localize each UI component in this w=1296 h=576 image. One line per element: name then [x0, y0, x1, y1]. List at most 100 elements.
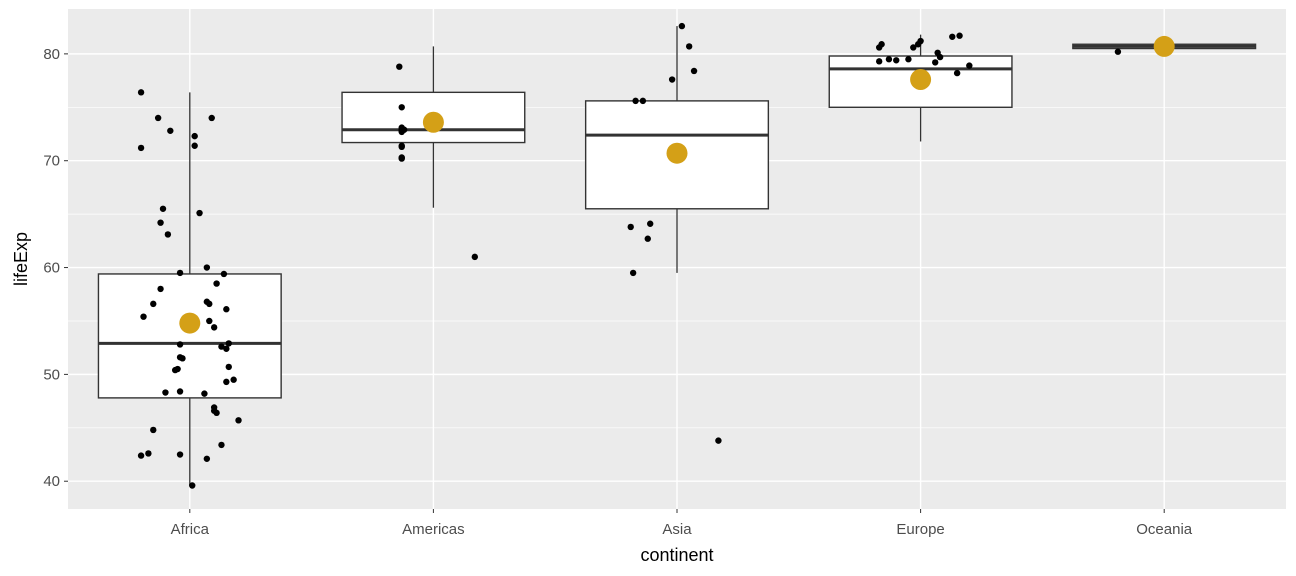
data-point — [154, 114, 162, 122]
data-point — [910, 44, 917, 51]
data-point — [220, 270, 228, 278]
y-axis: 40 50 60 70 80 — [43, 46, 68, 490]
x-tick-label: Asia — [662, 521, 692, 538]
data-point — [140, 313, 147, 320]
data-point — [171, 366, 179, 374]
data-point — [225, 363, 232, 371]
data-point — [176, 269, 184, 277]
data-point — [936, 53, 944, 61]
y-tick-label: 80 — [43, 46, 60, 63]
data-point — [668, 76, 676, 83]
data-point — [627, 223, 634, 231]
data-point — [398, 154, 405, 161]
data-point — [176, 341, 184, 348]
data-point — [639, 97, 647, 105]
data-point — [398, 104, 405, 111]
data-point — [203, 455, 211, 462]
x-tick-label: Americas — [402, 521, 465, 538]
data-point — [218, 343, 225, 350]
mean-point — [179, 312, 201, 334]
data-point — [159, 205, 167, 212]
data-point — [917, 37, 924, 45]
data-point — [690, 67, 698, 75]
data-point — [953, 69, 961, 77]
y-tick-label: 40 — [43, 473, 60, 490]
data-point — [647, 220, 654, 227]
data-point — [878, 41, 885, 48]
data-point — [230, 376, 237, 383]
data-point — [223, 378, 230, 386]
data-point — [398, 126, 405, 133]
boxes-layer — [97, 26, 1257, 486]
y-tick-label: 70 — [43, 153, 60, 170]
data-point — [1114, 48, 1122, 55]
data-point — [196, 209, 203, 217]
x-tick-label: Africa — [171, 521, 210, 538]
x-tick-label: Oceania — [1136, 521, 1193, 538]
x-axis-title: continent — [640, 545, 713, 565]
data-point — [875, 58, 883, 65]
data-point — [398, 143, 405, 151]
data-point — [157, 219, 164, 226]
data-point — [213, 280, 220, 287]
data-point — [208, 114, 215, 122]
mean-point — [666, 142, 688, 164]
data-point — [157, 285, 164, 293]
data-point — [644, 235, 651, 242]
data-point — [218, 441, 225, 449]
data-point — [206, 300, 213, 308]
data-point — [235, 417, 242, 424]
mean-point — [1153, 35, 1175, 57]
data-point — [137, 89, 145, 96]
data-point — [137, 144, 145, 152]
data-point — [150, 426, 157, 434]
data-point — [678, 22, 686, 30]
data-point — [191, 132, 198, 140]
data-point — [150, 300, 157, 308]
data-point — [167, 127, 174, 134]
points-layer — [137, 22, 1122, 489]
data-point — [949, 33, 956, 40]
data-point — [206, 317, 213, 325]
data-point — [145, 450, 152, 457]
outlier-point — [471, 253, 479, 261]
data-point — [905, 56, 912, 63]
data-point — [225, 340, 232, 347]
mean-point — [910, 69, 932, 91]
data-point — [396, 63, 403, 70]
data-point — [164, 231, 172, 238]
means-layer — [179, 35, 1175, 334]
data-point — [201, 390, 208, 397]
y-tick-label: 60 — [43, 260, 60, 277]
data-point — [223, 306, 230, 313]
data-point — [191, 142, 198, 149]
y-tick-label: 50 — [43, 366, 60, 383]
outlier-point — [715, 437, 722, 444]
data-point — [162, 389, 169, 396]
data-point — [203, 264, 211, 271]
data-point — [685, 43, 693, 50]
data-point — [210, 324, 218, 331]
data-point — [176, 388, 184, 395]
data-point — [956, 32, 963, 39]
data-point — [179, 355, 186, 362]
data-point — [176, 451, 184, 458]
data-point — [966, 62, 973, 69]
data-point — [632, 97, 639, 105]
x-tick-label: Europe — [896, 521, 944, 538]
data-point — [210, 407, 218, 414]
x-axis: Africa Americas Asia Europe Oceania — [171, 509, 1193, 538]
box — [97, 273, 282, 399]
box — [828, 55, 1013, 108]
box — [341, 91, 526, 144]
mean-point — [422, 111, 444, 133]
y-axis-title: lifeExp — [11, 232, 31, 286]
data-point — [629, 269, 637, 277]
data-point — [893, 57, 900, 64]
data-point — [932, 59, 939, 66]
data-point — [223, 345, 230, 352]
data-point — [189, 482, 196, 489]
data-point — [137, 452, 145, 459]
data-point — [885, 56, 893, 63]
